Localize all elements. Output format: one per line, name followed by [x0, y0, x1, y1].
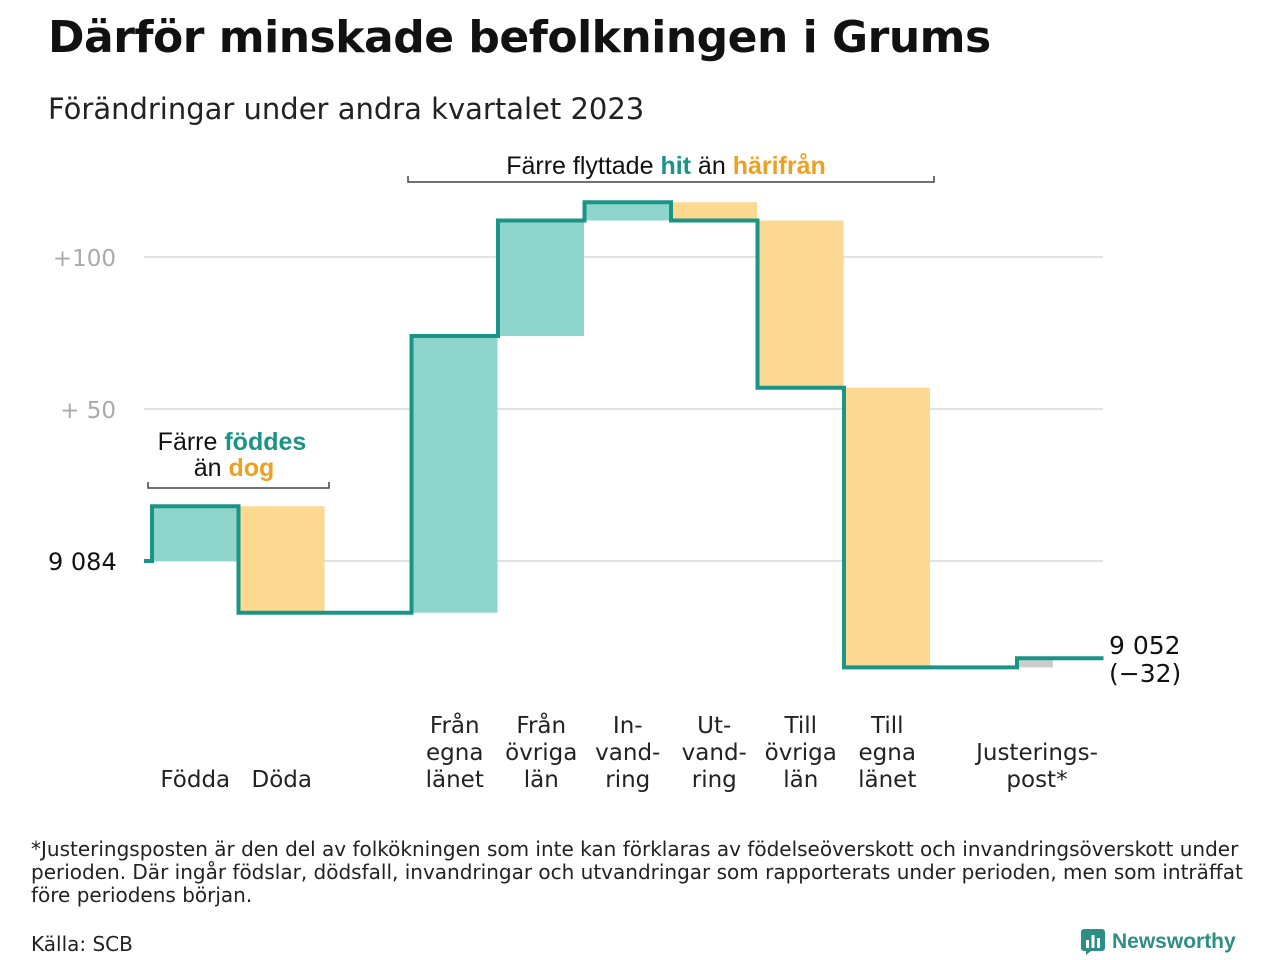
bar-döda: [238, 506, 325, 613]
category-label: vand-: [595, 740, 660, 766]
annotation-births-line2: än dog: [194, 454, 275, 482]
start-value-label: 9 084: [48, 548, 117, 576]
category-label: egna: [426, 740, 483, 766]
annotation-births-line1: Färre föddes: [158, 428, 307, 456]
category-label: Till: [783, 713, 817, 739]
bar-till-övriga-län: [757, 220, 844, 388]
category-label: län: [524, 767, 559, 793]
category-label: post*: [1006, 767, 1067, 793]
running-total-line: [144, 200, 1104, 670]
bar-till-egna-länet: [844, 387, 930, 668]
category-label: vand-: [682, 740, 747, 766]
source-text: Källa: SCB: [31, 932, 133, 956]
running-total-path: [144, 200, 1104, 670]
category-label: länet: [426, 767, 484, 793]
annotation-births-bracket: [147, 482, 330, 489]
category-label: Ut-: [697, 713, 731, 739]
brand-logo: Newsworthy: [1080, 928, 1236, 956]
category-label: Från: [430, 711, 480, 739]
bars: [152, 202, 1053, 668]
category-label: egna: [859, 740, 916, 766]
category-label: In-: [613, 713, 643, 739]
newsworthy-logo-icon: [1081, 929, 1105, 955]
end-value-label: 9 052: [1109, 631, 1181, 660]
annotation-moves-bracket: [407, 176, 935, 183]
annotation-moves: Färre flyttade hit än härifrån: [506, 152, 826, 180]
category-label: Justerings-: [974, 740, 1098, 766]
category-label: ring: [692, 767, 737, 793]
chart-subtitle: Förändringar under andra kvartalet 2023: [48, 92, 645, 126]
bar-utvandring: [671, 202, 757, 221]
category-label: Födda: [160, 767, 230, 793]
end-change-label: (−32): [1109, 659, 1181, 688]
chart-title: Därför minskade befolkningen i Grums: [48, 12, 991, 63]
category-label: ring: [605, 767, 650, 793]
bar-från-övriga-län: [498, 220, 584, 337]
category-label: övriga: [765, 740, 837, 766]
bar-från-egna-länet: [411, 336, 498, 613]
category-label: Från: [516, 711, 566, 739]
bar-födda: [152, 506, 238, 561]
bar-invandring: [584, 202, 671, 221]
y-tick-label: + 50: [60, 398, 116, 424]
category-label: län: [783, 767, 818, 793]
y-tick-label: +100: [53, 246, 116, 272]
brand-name: Newsworthy: [1112, 930, 1236, 953]
category-label: Till: [870, 713, 904, 739]
category-label: övriga: [505, 740, 577, 766]
category-label: länet: [858, 767, 916, 793]
footnote: *Justeringsposten är den del av folkökni…: [31, 837, 1243, 907]
bar-justeringspost-: [1017, 658, 1053, 668]
category-label: Döda: [252, 767, 312, 793]
